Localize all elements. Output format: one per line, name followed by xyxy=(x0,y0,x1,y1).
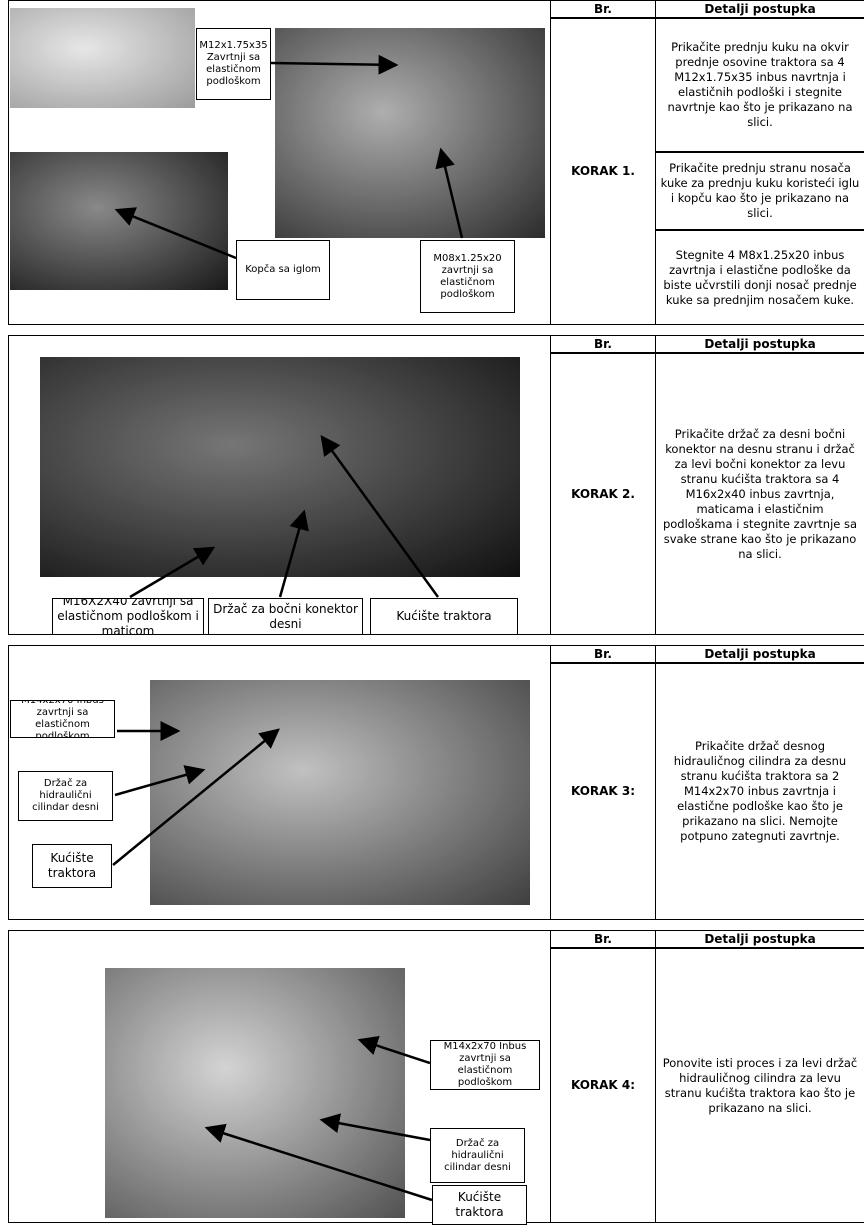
step-detail: Prikačite držač desnog hidrauličnog cili… xyxy=(655,663,864,920)
header-details: Detalji postupka xyxy=(655,645,864,663)
photo xyxy=(10,8,195,108)
header-no: Br. xyxy=(550,645,656,663)
step-detail: Prikačite prednju kuku na okvir prednje … xyxy=(655,18,864,152)
callout-label: Držač za bočni konektor desni xyxy=(208,598,363,635)
callout-label: Kopča sa iglom xyxy=(236,240,330,300)
header-no: Br. xyxy=(550,335,656,353)
photo xyxy=(10,152,228,290)
header-no: Br. xyxy=(550,930,656,948)
header-details: Detalji postupka xyxy=(655,0,864,18)
header-details: Detalji postupka xyxy=(655,930,864,948)
header-no: Br. xyxy=(550,0,656,18)
callout-label: Držač za hidraulični cilindar desni xyxy=(430,1128,525,1183)
step-number: KORAK 1. xyxy=(550,18,656,325)
callout-label: Kućište traktora xyxy=(32,844,112,888)
callout-label: M12x1.75x35 Zavrtnji sa elastičnom podlo… xyxy=(196,28,271,100)
callout-label: M16X2X40 zavrtnji sa elastičnom podloško… xyxy=(52,598,204,635)
callout-label: M14x2x70 Inbus zavrtnji sa elastičnom po… xyxy=(10,700,115,738)
step-number: KORAK 3: xyxy=(550,663,656,920)
step-number: KORAK 4: xyxy=(550,948,656,1223)
callout-label: Kućište traktora xyxy=(432,1185,527,1225)
photo xyxy=(105,968,405,1218)
photo xyxy=(150,680,530,905)
callout-label: Držač za hidraulični cilindar desni xyxy=(18,771,113,821)
callout-label: M14x2x70 Inbus zavrtnji sa elastičnom po… xyxy=(430,1040,540,1090)
step-number: KORAK 2. xyxy=(550,353,656,635)
header-details: Detalji postupka xyxy=(655,335,864,353)
step-detail: Prikačite prednju stranu nosača kuke za … xyxy=(655,152,864,230)
photo xyxy=(40,357,520,577)
callout-label: M08x1.25x20 zavrtnji sa elastičnom podlo… xyxy=(420,240,515,313)
step-detail: Stegnite 4 M8x1.25x20 inbus zavrtnja i e… xyxy=(655,230,864,325)
step-detail: Ponovite isti proces i za levi držač hid… xyxy=(655,948,864,1223)
step-detail: Prikačite držač za desni bočni konektor … xyxy=(655,353,864,635)
callout-label: Kućište traktora xyxy=(370,598,518,635)
photo xyxy=(275,28,545,238)
